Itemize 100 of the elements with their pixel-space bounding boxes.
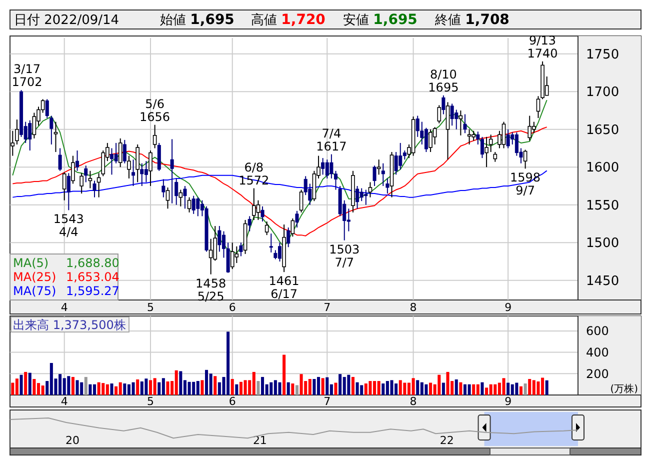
bar: [118, 382, 122, 395]
bar: [205, 370, 208, 395]
candlestick: [381, 162, 385, 186]
candlestick: [368, 182, 372, 198]
bar: [110, 383, 114, 395]
bar: [347, 374, 350, 395]
candlestick: [208, 238, 213, 275]
candlestick: [187, 196, 192, 213]
bar: [50, 362, 53, 395]
candlestick: [360, 188, 364, 202]
text: MA(25): [13, 270, 56, 284]
text: 終値 1,708: [434, 12, 510, 28]
candlestick: [248, 216, 252, 232]
bar: [28, 372, 32, 395]
bar: [356, 382, 359, 395]
bar: [24, 372, 28, 395]
x-tick-label: 4: [60, 395, 68, 408]
candlestick: [278, 242, 282, 262]
text: MA(75): [13, 284, 56, 298]
candlestick: [166, 187, 170, 210]
candlestick: [480, 136, 484, 159]
candlestick: [256, 200, 260, 220]
bar: [174, 370, 178, 395]
candlestick: [144, 160, 148, 183]
candlestick: [58, 148, 62, 172]
candlestick: [66, 172, 70, 211]
candlestick: [274, 250, 278, 260]
bar: [468, 384, 471, 395]
candlestick: [523, 149, 528, 170]
bar: [364, 383, 368, 395]
bar: [485, 388, 488, 395]
x-tick-label: 8: [410, 395, 417, 408]
candlestick: [230, 242, 234, 270]
bar: [472, 384, 476, 395]
annotation: 1,688.80: [66, 256, 120, 270]
y-tick-label: 1450: [586, 274, 620, 289]
candlestick: [32, 112, 36, 139]
candlestick: [528, 115, 532, 142]
candlestick: [15, 119, 19, 145]
candlestick: [62, 172, 66, 201]
candlestick: [346, 208, 350, 232]
text: 高値 1,720: [251, 12, 326, 28]
x-tick-label: 4: [60, 301, 68, 314]
bar: [532, 380, 536, 395]
bar: [412, 378, 415, 395]
x-tick-label: 8: [410, 301, 417, 314]
candlestick: [295, 210, 299, 228]
candlestick: [80, 172, 84, 194]
bar: [416, 380, 420, 395]
bar: [62, 378, 66, 395]
bar: [502, 378, 506, 395]
candlestick: [118, 138, 122, 168]
bar: [179, 371, 182, 395]
candlestick: [50, 115, 54, 145]
bar: [368, 381, 372, 395]
candlestick: [424, 127, 428, 153]
bar: [188, 382, 191, 395]
candlestick: [140, 162, 144, 186]
text: 始値 1,695: [160, 12, 234, 28]
candlestick: [54, 121, 58, 153]
bar: [476, 384, 480, 395]
bar: [489, 384, 492, 395]
bar: [261, 376, 264, 395]
bar: [454, 379, 458, 395]
candlestick: [446, 102, 450, 160]
y-tick-label: 400: [586, 345, 609, 360]
bar: [528, 378, 532, 395]
candlestick: [376, 159, 381, 176]
bar: [429, 382, 432, 395]
bar: [140, 381, 144, 395]
bar: [338, 374, 342, 395]
bar: [438, 374, 441, 395]
candlestick: [252, 188, 256, 220]
candlestick: [394, 152, 398, 176]
x-tick-label: 22: [440, 434, 454, 447]
text: MA(5): [13, 256, 49, 270]
bar: [252, 372, 256, 395]
bar: [506, 382, 510, 395]
bar: [244, 380, 247, 395]
bar: [459, 382, 462, 395]
bar: [11, 382, 14, 395]
bar: [300, 374, 303, 395]
bar: [480, 382, 484, 395]
candlestick: [174, 178, 178, 206]
candlestick: [192, 195, 196, 214]
y-axis-title: (万株): [610, 383, 638, 395]
candlestick: [71, 155, 75, 184]
x-tick-label: 7: [324, 301, 331, 314]
candlestick: [386, 178, 390, 194]
bar: [80, 382, 84, 395]
bar: [308, 378, 312, 395]
bar: [291, 383, 294, 395]
candlestick: [136, 144, 140, 183]
bar: [214, 376, 217, 395]
bar: [32, 378, 36, 395]
candlestick: [122, 139, 126, 164]
bar: [420, 382, 424, 395]
y-tick-label: 1500: [586, 236, 620, 252]
bar: [136, 379, 140, 395]
bar: [144, 378, 148, 395]
